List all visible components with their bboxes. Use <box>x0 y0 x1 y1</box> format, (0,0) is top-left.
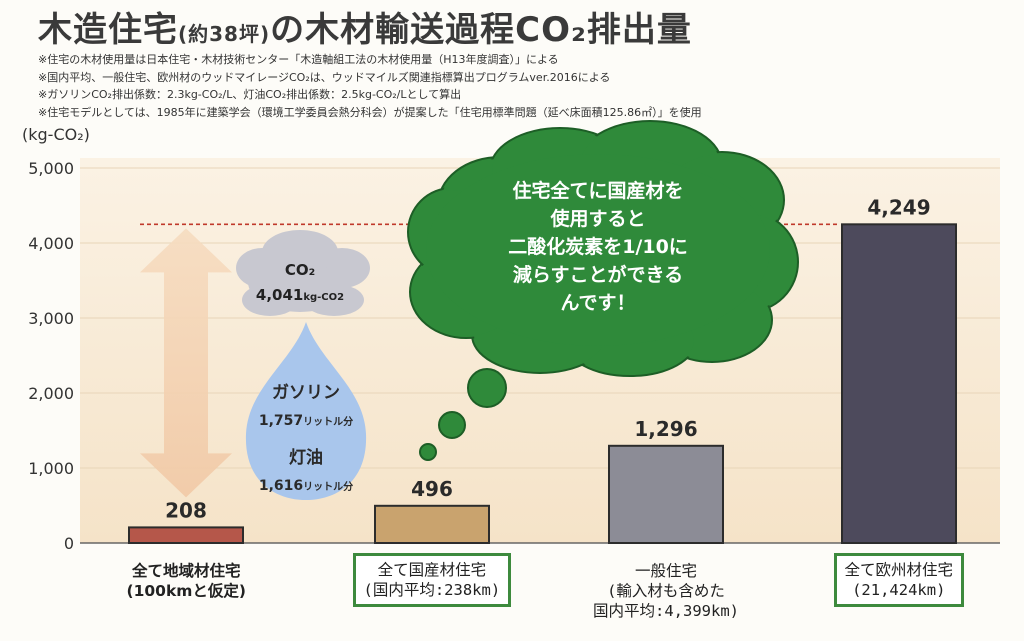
category-label: 全て欧州材住宅 (21,424km) <box>833 553 965 607</box>
y-tick-label: 0 <box>64 534 74 553</box>
category-label-line: (100kmと仮定) <box>126 582 246 600</box>
bar-value-label: 496 <box>411 477 453 501</box>
category-label-line: 国内平均:4,399km) <box>593 602 739 620</box>
co2-value: 4,041kg-CO2 <box>256 286 344 304</box>
chart-title: 木造住宅(約38坪)の木材輸送過程CO₂排出量 <box>38 10 692 50</box>
cloud-puff <box>304 284 364 316</box>
bar <box>841 223 957 544</box>
cloud-puff <box>262 230 338 274</box>
y-tick-label: 5,000 <box>28 159 74 178</box>
notes: ※住宅の木材使用量は日本住宅・木材技術センター「木造軸組工法の木材使用量（H13… <box>38 51 702 121</box>
y-tick-label: 1,000 <box>28 459 74 478</box>
kerosene-value: 1,616リットル分 <box>259 478 353 494</box>
bar <box>608 444 724 544</box>
bar-value-label: 4,249 <box>867 195 930 219</box>
category-label-line: 一般住宅 <box>634 562 697 580</box>
category-label: 全て国産材住宅 (国内平均:238km) <box>352 553 512 607</box>
bubble-core <box>426 154 770 346</box>
callout-line: 使用すると <box>549 208 645 230</box>
note-line: ※住宅モデルとしては、1985年に建築学会（環境工学委員会熱分科会）が提案した「… <box>38 105 702 119</box>
difference-arrow <box>140 228 232 498</box>
category-label-line: 全て地域材住宅 <box>131 562 241 580</box>
bar-value-label: 208 <box>165 498 207 522</box>
bar-value-label: 1,296 <box>634 417 697 441</box>
bar <box>374 504 490 544</box>
category-label-line: (国内平均:238km) <box>363 581 501 599</box>
bubble-tail-dot <box>419 443 437 461</box>
category-label-line: (輸入材も含めた <box>607 582 725 600</box>
bubble-tail-dot <box>438 411 466 439</box>
note-line: ※ガソリンCO₂排出係数：2.3kg-CO₂/L、灯油CO₂排出係数：2.5kg… <box>38 88 462 101</box>
kerosene-label: 灯油 <box>289 447 323 468</box>
callout-line: 住宅全てに国産材を <box>512 179 683 202</box>
category-label-line: 全て国産材住宅 <box>377 561 487 579</box>
bar <box>128 526 244 545</box>
gasoline-value: 1,757リットル分 <box>259 413 353 429</box>
drop-shape <box>245 322 367 500</box>
cloud-puff <box>242 284 298 316</box>
co2-cloud: CO₂ 4,041kg-CO2 <box>236 230 370 316</box>
y-axis-label: (kg-CO₂) <box>22 125 90 144</box>
co2-label: CO₂ <box>285 261 315 279</box>
y-tick-label: 3,000 <box>28 309 74 328</box>
note-line: ※住宅の木材使用量は日本住宅・木材技術センター「木造軸組工法の木材使用量（H13… <box>38 53 559 66</box>
category-label: 全て地域材住宅 (100kmと仮定) <box>127 561 246 601</box>
gasoline-label: ガソリン <box>272 383 340 403</box>
callout-line: 減らすことができる <box>513 263 683 286</box>
callout-line: 二酸化炭素を1/10に <box>508 235 688 258</box>
category-label-line: (21,424km) <box>852 581 946 599</box>
callout-line: んです！ <box>560 292 635 314</box>
bubble-tail-dot <box>467 368 507 408</box>
note-line: ※国内平均、一般住宅、欧州材のウッドマイレージCO₂は、ウッドマイルズ関連指標算… <box>38 70 611 84</box>
y-tick-label: 4,000 <box>28 234 74 253</box>
category-label: 一般住宅 (輸入材も含めた 国内平均:4,399km) <box>593 561 739 621</box>
y-tick-label: 2,000 <box>28 384 74 403</box>
category-label-line: 全て欧州材住宅 <box>844 561 954 579</box>
